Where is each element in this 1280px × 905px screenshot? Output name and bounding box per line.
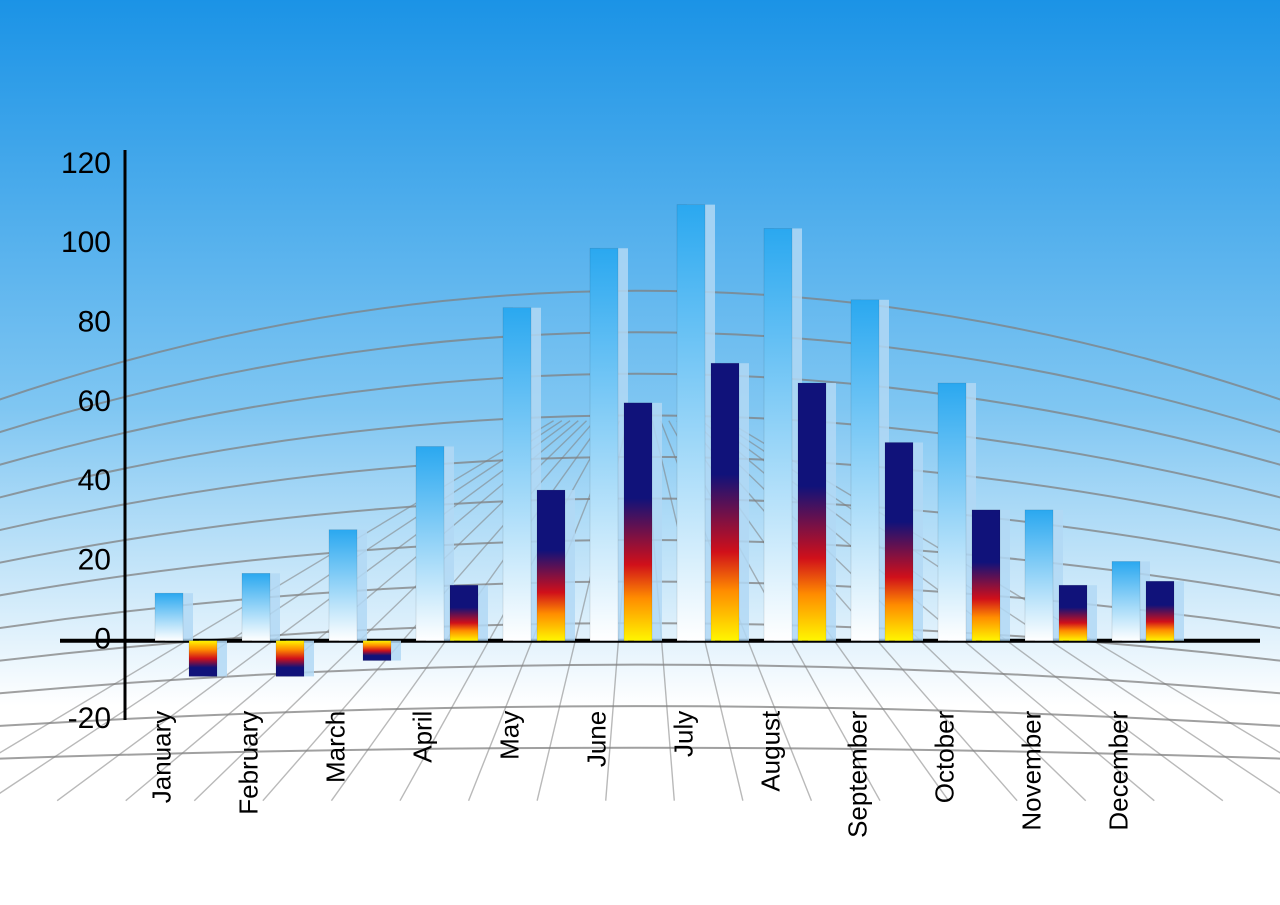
y-tick-label: 20 (78, 543, 111, 576)
bar-series-b (624, 403, 652, 641)
y-tick-label: -20 (68, 702, 111, 735)
x-tick-label: January (146, 711, 176, 804)
y-tick-label: 120 (61, 147, 111, 180)
bar-series-a (851, 300, 879, 641)
x-tick-label: September (842, 710, 872, 838)
x-tick-label: May (494, 711, 524, 760)
x-tick-label: March (320, 711, 350, 783)
x-tick-label: October (929, 710, 959, 803)
bar-series-b (450, 585, 478, 641)
bar-series-b (885, 443, 913, 641)
bar-series-b (972, 510, 1000, 641)
y-tick-label: 40 (78, 464, 111, 497)
bar-series-a (416, 446, 444, 640)
y-tick-label: 0 (94, 623, 111, 656)
x-tick-label: November (1016, 710, 1046, 830)
bar-series-b (189, 641, 217, 677)
x-tick-label: June (581, 711, 611, 767)
y-tick-label: 60 (78, 385, 111, 418)
chart-container: -20 0 20 40 60 80 100 120 January February March Ap… (0, 0, 1280, 905)
x-tick-label: December (1103, 710, 1133, 830)
x-tick-label: August (755, 710, 785, 792)
bar-series-b (1146, 581, 1174, 640)
x-tick-label: February (233, 711, 263, 815)
bar-series-a (503, 308, 531, 641)
bar-series-a (1112, 561, 1140, 640)
bar-series-a (677, 205, 705, 641)
bar-series-a (590, 248, 618, 640)
bar-series-b (537, 490, 565, 641)
bar-series-b (276, 641, 304, 677)
bar-series-b (798, 383, 826, 641)
bar-series-a (1025, 510, 1053, 641)
x-tick-label: July (668, 711, 698, 757)
y-tick-label: 80 (78, 305, 111, 338)
chart-svg: -20 0 20 40 60 80 100 120 January February March Ap… (0, 0, 1280, 905)
x-tick-label: April (407, 711, 437, 763)
bar-series-a (764, 228, 792, 640)
bar-series-a (938, 383, 966, 641)
y-tick-label: 100 (61, 226, 111, 259)
bar-series-b (363, 641, 391, 661)
bar-series-a (329, 530, 357, 641)
bar-series-b (1059, 585, 1087, 641)
bar-series-a (242, 573, 270, 640)
bar-series-a (155, 593, 183, 641)
bar-series-b (711, 363, 739, 641)
